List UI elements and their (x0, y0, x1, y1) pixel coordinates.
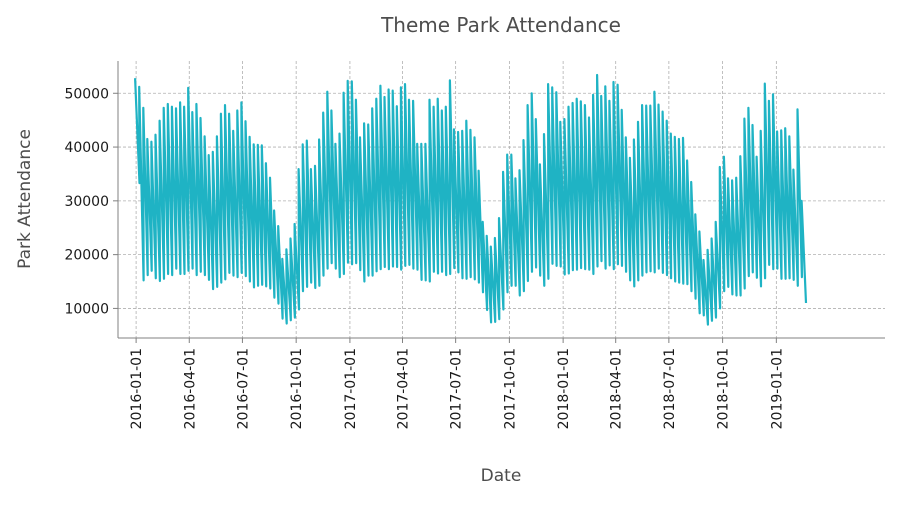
axes (117, 61, 885, 339)
x-tick-label: 2018-04-01 (609, 348, 625, 429)
y-tick-label: 30000 (64, 194, 109, 210)
x-tick-label: 2018-10-01 (716, 348, 732, 429)
attendance-series-line (134, 73, 808, 326)
y-tick-label: 10000 (64, 301, 109, 317)
y-tick-label: 40000 (64, 140, 109, 156)
y-tick-label: 50000 (64, 86, 109, 102)
y-axis-label: Park Attendance (15, 129, 35, 269)
x-tick-label: 2017-04-01 (395, 348, 411, 429)
x-axis-ticks: 2016-01-01 2016-04-01 2016-07-01 2016-10-01… (129, 338, 785, 429)
y-axis-ticks: 10000 20000 30000 40000 50000 (64, 86, 118, 317)
x-tick-label: 2016-04-01 (182, 348, 198, 429)
x-tick-label: 2017-10-01 (502, 348, 518, 429)
x-tick-label: 2016-10-01 (289, 348, 305, 429)
x-axis-label: Date (481, 466, 522, 486)
x-tick-label: 2016-07-01 (235, 348, 251, 429)
series-layer (134, 73, 808, 326)
x-tick-label: 2017-07-01 (449, 348, 465, 429)
x-tick-label: 2017-01-01 (343, 348, 359, 429)
x-tick-label: 2018-07-01 (662, 348, 678, 429)
chart-title: Theme Park Attendance (380, 13, 621, 37)
x-tick-label: 2018-01-01 (556, 348, 572, 429)
y-tick-label: 20000 (64, 248, 109, 264)
x-tick-label: 2016-01-01 (129, 348, 145, 429)
x-tick-label: 2019-01-01 (769, 348, 785, 429)
